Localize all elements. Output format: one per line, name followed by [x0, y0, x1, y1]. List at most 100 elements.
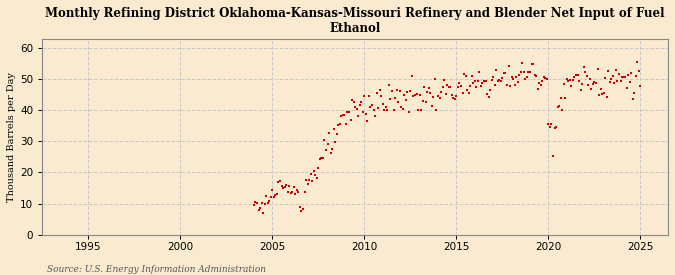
- Point: [412, 107, 423, 112]
- Point: [592, 67, 603, 71]
- Point: [581, 74, 592, 79]
- Point: [317, 155, 328, 160]
- Point: [364, 94, 375, 99]
- Point: [468, 81, 479, 86]
- Point: [463, 91, 474, 95]
- Point: [315, 157, 325, 161]
- Text: Source: U.S. Energy Information Administration: Source: U.S. Energy Information Administ…: [47, 265, 266, 274]
- Point: [505, 84, 516, 88]
- Point: [621, 86, 632, 90]
- Point: [296, 209, 307, 213]
- Point: [547, 154, 558, 158]
- Point: [310, 173, 321, 177]
- Point: [435, 90, 446, 94]
- Point: [598, 90, 609, 95]
- Point: [354, 103, 365, 107]
- Point: [597, 92, 608, 97]
- Point: [307, 178, 318, 183]
- Point: [383, 82, 394, 87]
- Point: [526, 62, 537, 66]
- Point: [405, 89, 416, 93]
- Point: [350, 105, 360, 109]
- Point: [360, 111, 371, 116]
- Point: [431, 108, 442, 112]
- Point: [261, 194, 271, 199]
- Point: [293, 190, 304, 194]
- Point: [635, 83, 646, 88]
- Point: [410, 93, 421, 98]
- Point: [502, 83, 512, 87]
- Point: [454, 81, 465, 85]
- Point: [556, 95, 566, 100]
- Point: [382, 108, 393, 113]
- Point: [586, 87, 597, 91]
- Point: [271, 191, 282, 196]
- Point: [269, 195, 279, 199]
- Point: [552, 105, 563, 109]
- Point: [606, 76, 617, 81]
- Point: [566, 84, 577, 89]
- Point: [256, 200, 267, 205]
- Point: [334, 122, 345, 126]
- Point: [465, 83, 476, 88]
- Point: [316, 156, 327, 160]
- Point: [460, 74, 471, 78]
- Point: [282, 190, 293, 195]
- Point: [482, 92, 493, 96]
- Point: [427, 104, 437, 108]
- Point: [630, 74, 641, 78]
- Point: [252, 201, 263, 205]
- Point: [497, 76, 508, 80]
- Point: [539, 75, 549, 79]
- Point: [629, 91, 640, 95]
- Point: [308, 169, 319, 173]
- Point: [365, 105, 376, 110]
- Point: [558, 81, 569, 86]
- Point: [398, 106, 408, 111]
- Point: [344, 110, 354, 115]
- Point: [353, 114, 364, 118]
- Point: [270, 193, 281, 197]
- Point: [433, 94, 443, 98]
- Point: [254, 206, 265, 210]
- Point: [511, 75, 522, 79]
- Point: [626, 71, 637, 76]
- Point: [417, 98, 428, 103]
- Point: [402, 90, 412, 94]
- Point: [331, 132, 342, 137]
- Point: [632, 60, 643, 64]
- Point: [362, 119, 373, 123]
- Point: [263, 201, 273, 205]
- Point: [327, 147, 338, 151]
- Point: [624, 80, 635, 84]
- Point: [439, 78, 450, 82]
- Point: [614, 72, 624, 76]
- Point: [494, 78, 505, 82]
- Point: [627, 97, 638, 101]
- Point: [612, 79, 623, 83]
- Point: [591, 81, 601, 86]
- Point: [518, 70, 529, 74]
- Point: [292, 188, 302, 192]
- Point: [277, 186, 288, 191]
- Point: [264, 199, 275, 203]
- Point: [570, 73, 581, 77]
- Point: [356, 100, 367, 104]
- Point: [385, 97, 396, 101]
- Point: [623, 73, 634, 78]
- Point: [471, 85, 482, 89]
- Point: [531, 74, 541, 79]
- Point: [514, 73, 524, 77]
- Point: [445, 85, 456, 90]
- Point: [258, 210, 269, 215]
- Point: [533, 87, 543, 91]
- Point: [281, 183, 292, 187]
- Point: [253, 208, 264, 213]
- Point: [267, 188, 277, 192]
- Point: [338, 113, 348, 117]
- Point: [373, 106, 383, 110]
- Point: [580, 70, 591, 75]
- Point: [446, 93, 457, 97]
- Point: [595, 86, 606, 91]
- Point: [348, 100, 359, 104]
